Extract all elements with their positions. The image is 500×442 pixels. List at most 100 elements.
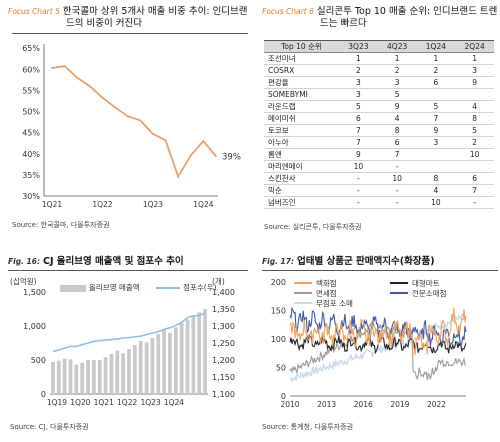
rank-cell: 6 bbox=[455, 172, 494, 185]
y-right-tick-label: 1,100 bbox=[212, 390, 235, 399]
rank-cell: 10 bbox=[339, 160, 378, 173]
rank-cell: 1 bbox=[416, 52, 456, 65]
legend-label: 면세점 bbox=[316, 288, 337, 298]
table-row: 넘버즈인 - -10- bbox=[264, 196, 494, 209]
x-tick-label: 1Q22 bbox=[117, 398, 137, 407]
rank-cell: 3 bbox=[377, 76, 417, 89]
brand-cell: 메이미쉬 bbox=[264, 112, 339, 125]
rank-cell bbox=[416, 148, 456, 161]
legend-line-swatch bbox=[156, 287, 181, 289]
data-point bbox=[139, 119, 142, 122]
y-tick-label: 40% bbox=[22, 150, 40, 159]
panel-title-line2: 드의 비중이 커진다 bbox=[66, 17, 142, 29]
oliveyoung-sales-stores-chart: (십억원) (개) 1,500 1,000 500 0 1,400 1,350 1,300 1,2… bbox=[10, 276, 235, 407]
rank-cell: 9 bbox=[416, 124, 456, 137]
x-tick-label: 1Q21 bbox=[42, 200, 62, 209]
y-tick-label: 200 bbox=[271, 278, 286, 287]
y-tick-label: 100 bbox=[271, 335, 286, 344]
y-tick-label: 35% bbox=[22, 171, 40, 180]
y-tick-label: 65% bbox=[22, 44, 40, 53]
panel-title: Fig. 17: 업태별 상품군 판매액지수(화장품) bbox=[262, 256, 498, 268]
data-point bbox=[101, 96, 104, 99]
rank-cell: 7 bbox=[339, 136, 378, 149]
data-point bbox=[51, 67, 53, 69]
rank-cell: 3 bbox=[339, 88, 378, 101]
rank-cell: 7 bbox=[455, 184, 494, 197]
rank-cell: 10 bbox=[416, 196, 456, 209]
table-row: COSRX 2 2 2 3 bbox=[264, 64, 494, 77]
data-point bbox=[76, 76, 79, 79]
rank-cell bbox=[416, 88, 456, 101]
brand-cell: COSRX bbox=[264, 64, 339, 77]
brand-cell: 아누아 bbox=[264, 136, 339, 149]
sales-bar bbox=[74, 364, 79, 394]
panel-top-rule bbox=[8, 270, 248, 271]
rank-cell: 6 bbox=[339, 112, 378, 125]
rank-cell: 2 bbox=[339, 64, 378, 77]
data-point bbox=[202, 140, 205, 143]
panel-tag: Fig. 17: bbox=[262, 257, 294, 266]
quarter-column-header: 2Q24 bbox=[455, 40, 494, 53]
data-point bbox=[152, 133, 154, 135]
rank-cell: 5 bbox=[416, 100, 456, 113]
sales-bar bbox=[168, 332, 172, 394]
y-left-tick-label: 1,000 bbox=[23, 322, 46, 331]
sales-bar bbox=[68, 359, 73, 394]
series-line-online bbox=[289, 313, 467, 383]
x-tick-label: 1Q20 bbox=[70, 398, 90, 407]
series-line-dept bbox=[289, 307, 467, 356]
y-tick-label: 50% bbox=[22, 108, 40, 117]
brand-cell: 넘버즈인 bbox=[264, 196, 339, 209]
rank-cell: 1 bbox=[377, 52, 417, 65]
left-unit-label: (십억원) bbox=[10, 277, 37, 286]
sales-bar bbox=[115, 350, 120, 394]
panel-title-line1: 업태별 상품군 판매액지수(화장품) bbox=[296, 256, 435, 267]
chart-panel-retail-index: Fig. 17: 업태별 상품군 판매액지수(화장품) bbox=[262, 256, 498, 268]
sales-bar bbox=[197, 312, 202, 394]
sales-bar bbox=[173, 327, 178, 394]
y-tick-label: 55% bbox=[22, 86, 40, 95]
table-row: SOMEBYMI 3 5 bbox=[264, 88, 494, 101]
panel-title: Focus Chart 5 한국콜마 상위 5개사 매출 비중 추이: 인디브랜 … bbox=[8, 6, 248, 29]
brand-column-header: Top 10 순위 bbox=[264, 40, 339, 53]
panel-top-rule bbox=[12, 33, 248, 34]
rank-cell: - bbox=[377, 196, 417, 209]
panel-top-rule bbox=[262, 270, 498, 271]
y-right-tick-label: 1,200 bbox=[212, 356, 235, 365]
panel-title-line2: 드는 빠르다 bbox=[320, 17, 367, 29]
y-tick-label: 50 bbox=[276, 364, 286, 373]
y-right-tick-label: 1,150 bbox=[212, 373, 235, 382]
rank-cell: 9 bbox=[455, 76, 494, 89]
x-tick-label: 1Q19 bbox=[47, 398, 67, 407]
rank-cell: 7 bbox=[339, 124, 378, 137]
panel-source: Source: CJ, 다올투자증권 bbox=[10, 423, 89, 431]
rank-cell: - bbox=[339, 184, 378, 197]
rank-cell: 2 bbox=[416, 64, 456, 77]
sales-bar bbox=[132, 345, 137, 394]
panel-source: Source: 한국콜마, 다올투자증권 bbox=[12, 221, 110, 229]
sales-bar bbox=[86, 360, 90, 394]
sales-bar bbox=[51, 362, 55, 394]
rank-cell: 4 bbox=[416, 184, 456, 197]
sales-bar bbox=[97, 360, 102, 394]
x-tick-label: 1Q23 bbox=[143, 200, 163, 209]
sales-bar bbox=[203, 309, 207, 394]
brand-cell: 마리엔메이 bbox=[264, 160, 339, 173]
x-tick-label: 1Q24 bbox=[193, 200, 213, 209]
chart-panel-silicon2: Focus Chart 6 실리콘투 Top 10 매출 순위: 인디브랜드 트렌… bbox=[262, 6, 498, 29]
table-row: 토코보 7 8 9 5 bbox=[264, 124, 494, 137]
quarter-column-header: 3Q23 bbox=[339, 40, 378, 53]
table-row: 롬앤 9 7 10 bbox=[264, 148, 494, 161]
sales-bar bbox=[92, 360, 96, 394]
rank-cell: - bbox=[377, 184, 417, 197]
rank-cell: 10 bbox=[455, 148, 494, 161]
rank-cell: 3 bbox=[339, 76, 378, 89]
data-point bbox=[215, 155, 217, 158]
panel-title: Fig. 16: CJ 올리브영 매출액 및 점포수 추이 bbox=[8, 256, 248, 268]
x-tick-label: 1Q23 bbox=[140, 398, 160, 407]
y-tick-label: 45% bbox=[22, 129, 40, 138]
x-tick-label: 2010 bbox=[280, 400, 299, 409]
quarter-column-header: 1Q24 bbox=[416, 40, 456, 53]
rank-cell: 4 bbox=[455, 100, 494, 113]
